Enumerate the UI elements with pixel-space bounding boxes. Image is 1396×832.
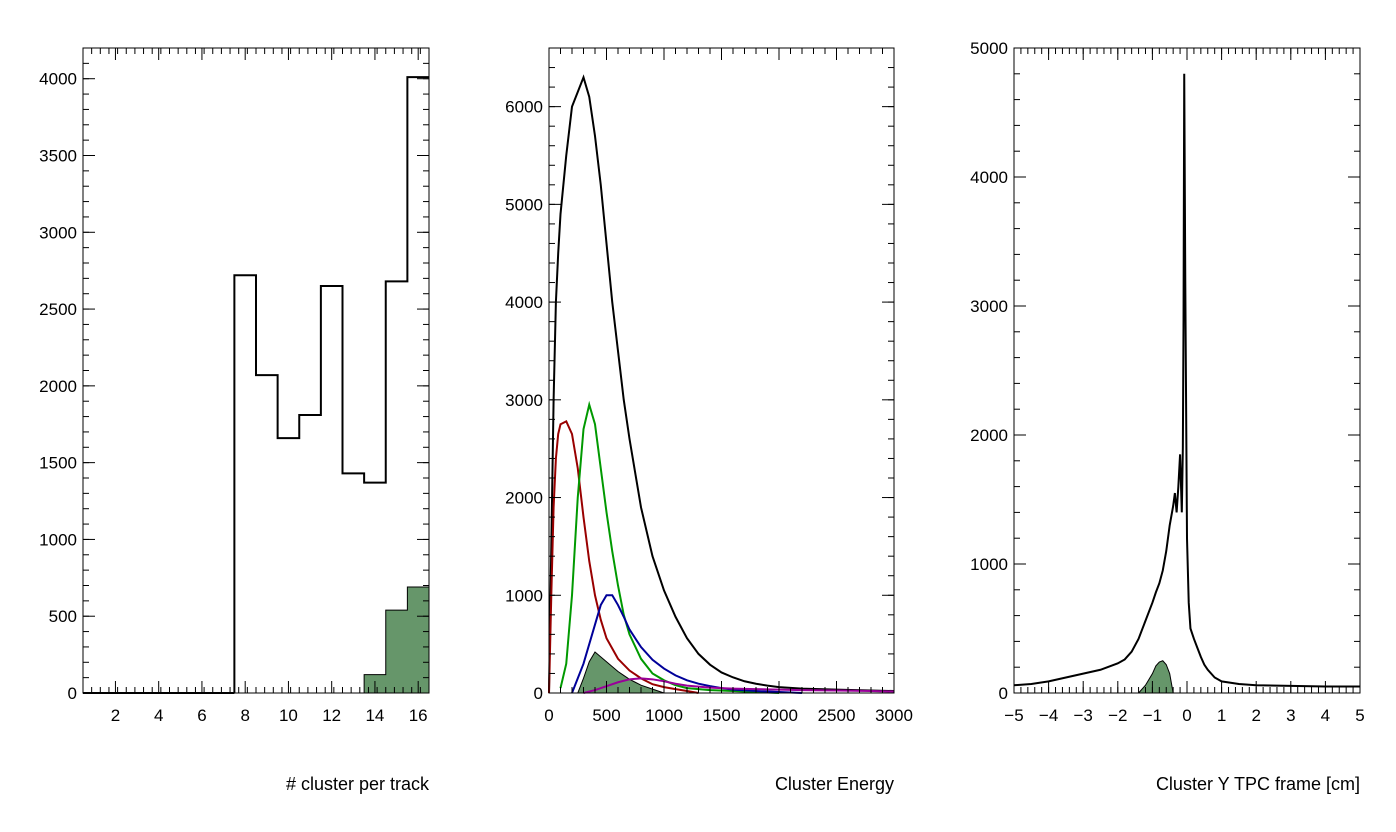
energy-x-tick-label: 1500 (703, 706, 741, 725)
ypos-y-tick-label: 4000 (970, 168, 1008, 187)
energy-x-axis-title: Cluster Energy (775, 774, 894, 794)
energy-y-tick-label: 1000 (505, 586, 543, 605)
energy-filled-series-5 (577, 651, 665, 694)
cpt-x-tick-label: 14 (365, 706, 384, 725)
ypos-x-tick-label: 4 (1321, 706, 1330, 725)
energy-x-tick-label: 3000 (875, 706, 913, 725)
cluster-y-panel: −5 −4 −3 −2 −1 0 1 2 3 4 5 0 1000 2000 3000 4000 5000 Clu… (970, 39, 1365, 794)
cpt-x-tick-label: 6 (197, 706, 206, 725)
energy-y-tick-label: 3000 (505, 391, 543, 410)
cpt-x-axis-title: # cluster per track (286, 774, 430, 794)
cluster-per-track-panel: 2 4 6 8 10 12 14 16 0 500 1000 1500 2000 2500 3000 3500… (39, 47, 430, 794)
energy-x-tick-label: 2500 (818, 706, 856, 725)
ypos-x-tick-label: −5 (1004, 706, 1023, 725)
ypos-total-series (1013, 73, 1360, 688)
ypos-filled-series-1 (1137, 660, 1174, 694)
ypos-x-tick-label: 2 (1251, 706, 1260, 725)
energy-red-series (548, 419, 699, 694)
ypos-x-tick-label: 3 (1286, 706, 1295, 725)
energy-total-series (548, 74, 895, 694)
energy-frame (548, 47, 895, 694)
ypos-x-tick-label: 1 (1217, 706, 1226, 725)
ypos-frame (1013, 47, 1361, 694)
ypos-x-tick-label: 5 (1355, 706, 1364, 725)
ypos-y-tick-label: 5000 (970, 39, 1008, 58)
cpt-x-tick-label: 8 (240, 706, 249, 725)
cpt-x-tick-label: 10 (279, 706, 298, 725)
cpt-y-tick-label: 500 (49, 607, 77, 626)
energy-y-tick-label: 2000 (505, 489, 543, 508)
cpt-y-tick-label: 4000 (39, 70, 77, 89)
ypos-y-tick-label: 0 (999, 684, 1008, 703)
ypos-y-tick-label: 2000 (970, 426, 1008, 445)
ypos-x-axis-title: Cluster Y TPC frame [cm] (1156, 774, 1360, 794)
cpt-y-tick-label: 3500 (39, 147, 77, 166)
ypos-x-tick-label: −1 (1143, 706, 1162, 725)
cpt-x-tick-label: 4 (154, 706, 163, 725)
cpt-total-series (233, 76, 429, 693)
ypos-x-tick-label: −4 (1039, 706, 1058, 725)
cpt-y-tick-label: 2500 (39, 300, 77, 319)
energy-x-tick-label: 0 (544, 706, 553, 725)
ypos-x-tick-label: −3 (1074, 706, 1093, 725)
energy-x-tick-label: 2000 (760, 706, 798, 725)
cpt-y-tick-label: 3000 (39, 223, 77, 242)
cpt-y-tick-label: 1000 (39, 530, 77, 549)
cpt-x-tick-label: 2 (111, 706, 120, 725)
energy-magenta-series (583, 677, 895, 694)
ypos-x-tick-label: −2 (1108, 706, 1127, 725)
energy-y-tick-label: 5000 (505, 195, 543, 214)
energy-y-tick-label: 4000 (505, 293, 543, 312)
cpt-x-tick-label: 12 (322, 706, 341, 725)
cpt-x-tick-label: 16 (409, 706, 428, 725)
cpt-filled-series-1 (363, 586, 430, 694)
energy-green-series (559, 400, 780, 694)
cpt-y-tick-label: 0 (68, 684, 77, 703)
energy-y-tick-label: 0 (534, 684, 543, 703)
ypos-y-tick-label: 3000 (970, 297, 1008, 316)
cluster-energy-panel: 0 500 1000 1500 2000 2500 3000 0 1000 2000 3000 400… (505, 47, 913, 794)
cpt-y-tick-label: 2000 (39, 377, 77, 396)
cpt-y-tick-label: 1500 (39, 454, 77, 473)
energy-x-tick-label: 1000 (645, 706, 683, 725)
energy-x-tick-label: 500 (592, 706, 620, 725)
ypos-x-tick-label: 0 (1182, 706, 1191, 725)
ypos-y-tick-label: 1000 (970, 555, 1008, 574)
energy-y-tick-label: 6000 (505, 98, 543, 117)
